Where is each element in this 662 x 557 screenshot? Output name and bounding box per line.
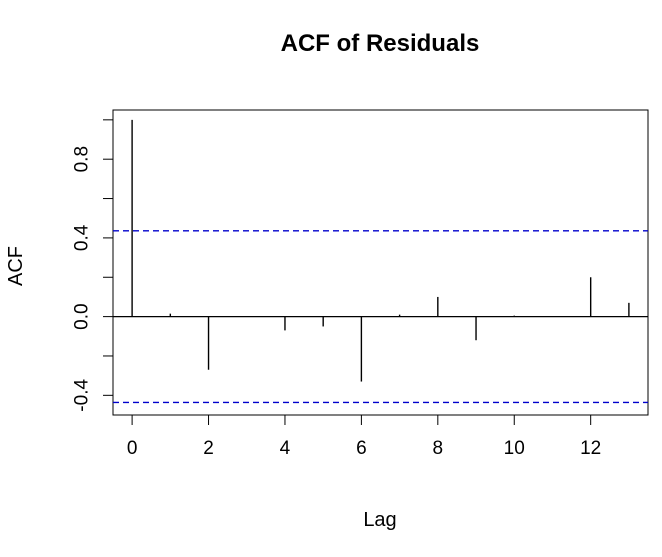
y-tick-label: -0.4: [72, 379, 93, 412]
x-axis-label: Lag: [363, 509, 396, 531]
y-tick-label: 0.4: [72, 224, 93, 251]
x-tick-label: 0: [127, 438, 138, 459]
x-tick-label: 6: [356, 438, 367, 459]
y-tick-label: 0.0: [72, 303, 93, 329]
plot-area: 0 2 4 6 8 10 12 -0.4 0.0 0.4 0.8: [72, 109, 649, 459]
x-tick-label: 4: [280, 438, 291, 459]
y-axis-label: ACF: [5, 246, 27, 286]
x-tick-label: 10: [504, 438, 525, 459]
x-tick-label: 8: [433, 438, 444, 459]
x-tick-label: 12: [580, 438, 601, 459]
x-tick-label: 2: [203, 438, 214, 459]
plot-frame: [112, 109, 649, 416]
chart-title: ACF of Residuals: [281, 30, 480, 57]
y-tick-label: 0.8: [72, 146, 93, 172]
